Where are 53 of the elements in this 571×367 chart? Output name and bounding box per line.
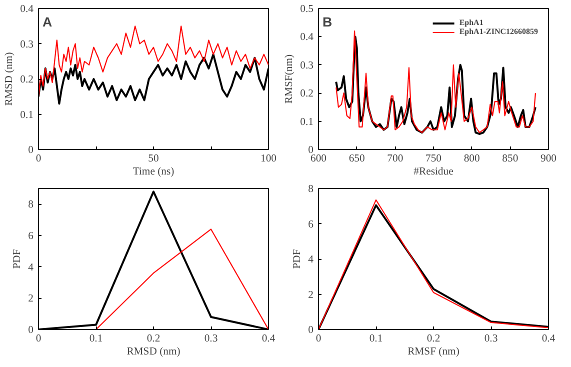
x-axis-title: Time (ns) xyxy=(132,166,175,178)
x-tick-label: 0.4 xyxy=(262,334,276,344)
x-tick-label: 0.2 xyxy=(146,334,160,344)
x-tick-label: 800 xyxy=(464,154,480,164)
y-tick-label: 0.1 xyxy=(300,116,314,128)
y-tick-label: 0.3 xyxy=(20,39,34,50)
y-tick-label: 8 xyxy=(308,184,314,195)
y-axis-title: RMSF(nm) xyxy=(284,54,296,104)
y-tick-label: 0.2 xyxy=(20,74,34,86)
y-tick-label: 2 xyxy=(308,290,314,301)
y-axis-title: PDF xyxy=(292,249,304,269)
y-tick-label: 6 xyxy=(28,231,34,242)
legend-label: EphA1-ZINC12660859 xyxy=(459,27,538,36)
x-tick-label: 900 xyxy=(540,154,556,164)
y-tick-label: 6 xyxy=(308,219,314,230)
y-tick-label: 0.2 xyxy=(300,88,314,100)
y-axis-title: RMSD (nm) xyxy=(4,52,16,106)
annotation: B xyxy=(322,14,332,30)
annotation: A xyxy=(42,14,52,30)
x-tick-label: 0.3 xyxy=(484,334,498,344)
y-tick-label: 8 xyxy=(28,200,34,211)
y-tick-label: 2 xyxy=(28,294,34,305)
x-axis-title: #Residue xyxy=(414,166,454,178)
x-tick-label: 0.2 xyxy=(426,334,440,344)
y-tick-label: 0 xyxy=(28,145,34,156)
y-axis-title: PDF xyxy=(12,249,24,269)
y-tick-label: 0 xyxy=(308,145,314,156)
y-tick-label: 0.3 xyxy=(300,60,314,72)
y-tick-label: 0.5 xyxy=(300,4,314,15)
y-tick-label: 0 xyxy=(308,325,314,336)
legend-label: EphA1 xyxy=(459,18,484,27)
x-tick-label: 600 xyxy=(310,154,326,164)
y-tick-label: 0 xyxy=(28,325,34,336)
x-tick-label: 700 xyxy=(387,154,404,164)
x-tick-label: 50 xyxy=(148,154,159,164)
y-tick-label: 0.1 xyxy=(20,110,34,121)
x-tick-label: 0 xyxy=(316,334,322,344)
y-tick-label: 0.4 xyxy=(300,32,314,44)
x-tick-label: 100 xyxy=(260,154,276,164)
x-tick-label: 650 xyxy=(348,154,365,164)
y-tick-label: 4 xyxy=(28,262,34,274)
y-tick-label: 0.4 xyxy=(20,4,34,15)
x-tick-label: 0.1 xyxy=(369,334,383,344)
x-tick-label: 0 xyxy=(36,154,42,164)
x-tick-label: 0.4 xyxy=(542,334,556,344)
x-axis-title: RMSD (nm) xyxy=(126,346,181,358)
x-tick-label: 750 xyxy=(426,154,442,164)
x-tick-label: 0 xyxy=(36,334,42,344)
x-tick-label: 0.3 xyxy=(204,334,218,344)
x-tick-label: 0.1 xyxy=(89,334,103,344)
x-tick-label: 850 xyxy=(502,154,518,164)
y-tick-label: 4 xyxy=(308,254,314,266)
x-axis-title: RMSF (nm) xyxy=(408,346,460,358)
